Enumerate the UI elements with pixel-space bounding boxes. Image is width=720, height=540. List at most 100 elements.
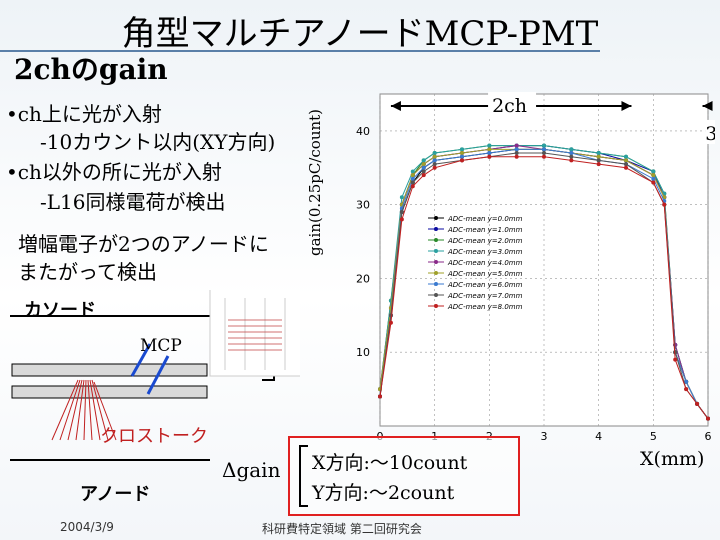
series-8-point-10: [569, 158, 574, 163]
series-8-point-13: [651, 180, 656, 185]
series-7-point-12: [624, 162, 628, 167]
ch2-arrow-left: [390, 101, 401, 111]
series-7-point-11: [596, 158, 601, 163]
legend-label-7: ADC-mean y=7.0mm: [447, 292, 523, 300]
crosstalk-label: クロストーク: [100, 426, 208, 447]
series-3-point-7: [487, 143, 492, 148]
anode-label: アノード: [80, 484, 151, 505]
brace-icon: [299, 445, 308, 507]
x-tick-5: 5: [650, 430, 657, 443]
series-6-point-9: [542, 147, 546, 152]
cathode-label: カソード: [24, 300, 96, 321]
mcp-label: MCP: [140, 336, 182, 356]
series-6-point-3: [410, 176, 415, 181]
legend-label-0: ADC-mean y=0.0mm: [447, 215, 523, 223]
series-3-point-2: [399, 195, 404, 200]
legend-label-6: ADC-mean y=6.0mm: [447, 281, 523, 289]
series-3-point-4: [421, 158, 426, 163]
legend-label-1: ADC-mean y=1.0mm: [447, 226, 523, 234]
series-7-point-3: [410, 180, 415, 185]
crosstalk-shower: [51, 379, 117, 441]
series-4-point-8: [514, 143, 519, 148]
series-6-point-8: [514, 147, 519, 152]
mcp-plate-top: [11, 363, 208, 377]
y-direction: Y方向:〜2count: [312, 482, 455, 504]
legend-marker-3: [434, 249, 438, 253]
series-6-point-7: [487, 151, 492, 156]
note-line-2: またがって検出: [18, 260, 157, 284]
series-3-point-10: [569, 147, 574, 152]
series-5-point-4: [421, 162, 426, 167]
legend-label-4: ADC-mean y=4.0mm: [447, 259, 523, 267]
series-8-point-8: [514, 154, 519, 159]
series-7-point-9: [542, 151, 546, 156]
series-3-point-5: [432, 151, 437, 156]
title-divider: [0, 50, 600, 52]
series-8-point-17: [695, 401, 700, 406]
series-8-point-3: [410, 184, 415, 189]
y-tick-20: 20: [356, 272, 370, 285]
delta-gain-label: Δgain: [222, 458, 281, 482]
series-6-point-5: [432, 158, 437, 163]
series-8-point-9: [542, 154, 546, 159]
bullet-2-sub: -L16同様電荷が検出: [40, 190, 226, 214]
gain-box: [288, 436, 520, 516]
series-8-point-18: [706, 416, 710, 421]
series-8-point-4: [421, 173, 426, 178]
legend-marker-8: [434, 304, 438, 308]
legend-marker-5: [434, 271, 438, 275]
series-5-point-13: [651, 173, 656, 178]
series-8-point-5: [432, 165, 437, 170]
legend-label-3: ADC-mean y=3.0mm: [447, 248, 523, 256]
bullet-1: •ch上に光が入射: [6, 102, 162, 126]
series-7-point-5: [432, 162, 437, 167]
series-5-point-7: [487, 147, 492, 152]
footer-text: 科研費特定領域 第二回研究会: [262, 522, 422, 536]
bullet-2: •ch以外の所に光が入射: [6, 160, 222, 184]
series-5-point-3: [410, 173, 415, 178]
series-6-point-13: [651, 176, 656, 181]
series-8-point-7: [487, 154, 492, 159]
ch2-label: 2ch: [492, 95, 527, 117]
series-8-point-6: [460, 158, 464, 163]
detector-diagram: [10, 290, 300, 461]
mcp-plate-bottom: [11, 385, 208, 399]
series-6-point-4: [421, 165, 426, 170]
x-direction: X方向:〜10count: [312, 452, 468, 474]
legend-label-2: ADC-mean y=2.0mm: [447, 237, 523, 245]
x-tick-3: 3: [541, 430, 548, 443]
series-6-point-10: [569, 151, 574, 156]
series-7-point-10: [569, 154, 574, 159]
y-tick-30: 30: [356, 199, 370, 212]
series-8-point-12: [624, 165, 628, 170]
series-3-point-12: [624, 154, 628, 159]
date: 2004/3/9: [60, 520, 114, 534]
legend-marker-7: [434, 293, 438, 297]
slide-title: 角型マルチアノードMCP-PMT: [121, 14, 599, 54]
series-7-point-4: [421, 169, 426, 174]
chart-ylabel: gain(0.25pC/count): [306, 108, 324, 256]
y-tick-40: 40: [356, 125, 370, 138]
ch3-label-bg: [705, 120, 715, 144]
legend-marker-0: [434, 216, 438, 220]
note-line-1: 増幅電子が2つのアノードに: [18, 232, 269, 256]
series-7-point-8: [514, 151, 519, 156]
series-3-point-3: [410, 169, 415, 174]
series-5-point-12: [624, 158, 628, 163]
bullet-1-sub: -10カウント以内(XY方向): [40, 130, 276, 154]
series-8-point-1: [388, 320, 393, 325]
slide-subtitle: 2chのgain: [14, 53, 168, 86]
inset-map: [209, 290, 300, 377]
gain-chart: 102030400123456ADC-mean y=0.0mmADC-mean …: [356, 92, 715, 443]
series-7-point-2: [399, 210, 404, 215]
series-5-point-11: [596, 154, 601, 159]
ch3-label: 3ch: [705, 123, 715, 145]
legend-marker-6: [434, 282, 438, 286]
series-8-point-16: [684, 387, 689, 392]
series-8-point-0: [378, 394, 382, 399]
series-3-point-13: [651, 169, 656, 174]
series-6-point-16: [684, 379, 689, 384]
x-tick-4: 4: [595, 430, 602, 443]
y-tick-10: 10: [356, 346, 370, 359]
legend-label-5: ADC-mean y=5.0mm: [447, 270, 523, 278]
